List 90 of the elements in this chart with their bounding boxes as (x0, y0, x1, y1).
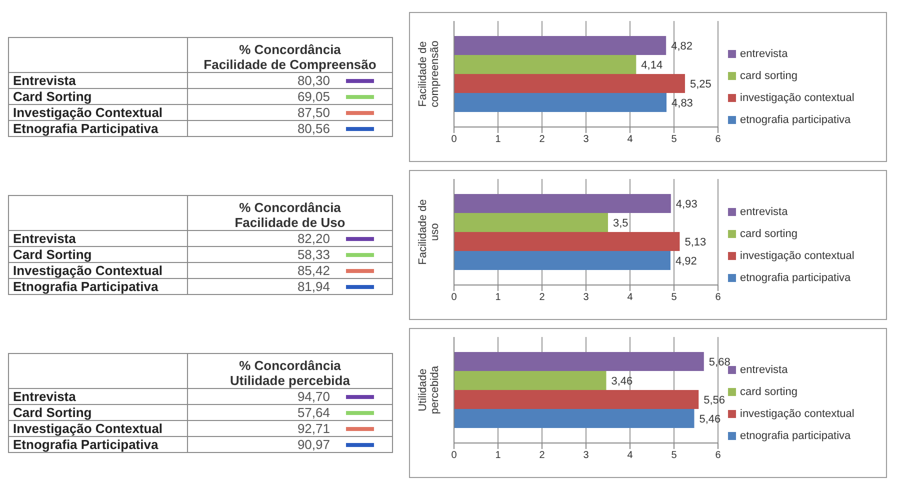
data-label: 4,92 (675, 255, 697, 268)
data-label: 5,13 (684, 236, 706, 248)
bar (454, 194, 671, 213)
legend-label: etnografia participativa (740, 430, 851, 442)
data-label: 87,50 (297, 105, 330, 120)
data-label: 4,14 (641, 59, 663, 72)
x-tick-label: 3 (583, 292, 590, 304)
text: % Concordância (238, 200, 342, 215)
legend-label: investigação contextual (740, 408, 854, 420)
legend-label: investigação contextual (740, 250, 854, 262)
x-tick-label: 0 (451, 292, 458, 304)
x-tick-label: 6 (715, 292, 722, 304)
legend-label: card sorting (740, 386, 798, 398)
text: Utilidade percebida (229, 373, 351, 388)
category-label: Investigação Contextual (8, 104, 188, 120)
y-axis-title: Utilidade percebida (417, 364, 441, 414)
x-tick-label: 2 (539, 450, 546, 462)
category-label: Card Sorting (8, 246, 188, 262)
data-label: 57,64 (297, 405, 330, 420)
legend-label: entrevista (740, 48, 788, 60)
data-label: 92,71 (297, 421, 330, 436)
x-tick-label: 1 (495, 450, 502, 462)
category-label: Investigação Contextual (8, 262, 188, 278)
x-tick-label: 0 (451, 450, 458, 462)
category-label: Investigação Contextual (8, 420, 188, 436)
data-label: 80,30 (297, 73, 330, 88)
data-label: 3,5 (613, 217, 628, 230)
text: Facilidade de Uso (234, 215, 346, 230)
data-label: 5,68 (708, 356, 730, 368)
legend-label: card sorting (740, 228, 798, 240)
data-label: 69,05 (297, 89, 330, 104)
category-label: Entrevista (8, 72, 188, 88)
category-label: Entrevista (8, 230, 188, 246)
category-label: Entrevista (8, 388, 188, 404)
x-tick-label: 6 (715, 134, 722, 146)
x-tick-label: 1 (495, 292, 502, 304)
bar (454, 251, 670, 270)
bar (454, 352, 704, 371)
legend-label: etnografia participativa (740, 272, 851, 284)
data-label: 94,70 (297, 389, 330, 404)
x-tick-label: 2 (539, 292, 546, 304)
bar (454, 36, 666, 55)
data-label: 4,93 (676, 198, 698, 210)
text: % Concordância (238, 358, 342, 373)
bar (454, 74, 685, 93)
bar (454, 232, 680, 251)
x-tick-label: 0 (451, 134, 458, 146)
legend-label: entrevista (740, 206, 788, 218)
x-tick-label: 5 (671, 134, 678, 146)
x-tick-label: 5 (671, 292, 678, 304)
legend-label: etnografia participativa (740, 114, 851, 126)
data-label: 4,82 (671, 40, 692, 52)
x-tick-label: 1 (495, 134, 502, 146)
bar (454, 213, 608, 232)
y-axis-title: Facilidade de uso (417, 199, 441, 265)
x-tick-label: 3 (583, 450, 590, 462)
bar (454, 55, 636, 74)
bar (454, 371, 606, 390)
category-label: Card Sorting (8, 88, 188, 104)
x-tick-label: 3 (583, 134, 590, 146)
bar (454, 409, 694, 428)
x-tick-label: 4 (627, 134, 634, 146)
x-tick-label: 4 (627, 450, 634, 462)
text: % Concordância (238, 42, 342, 57)
bar (454, 390, 699, 409)
x-tick-label: 2 (539, 134, 546, 146)
y-axis-title: Facilidade de compreensão (417, 40, 441, 108)
data-label: 5,46 (699, 413, 721, 426)
data-label: 5,56 (704, 394, 726, 406)
legend-label: card sorting (740, 70, 798, 82)
bar (454, 93, 667, 112)
legend-label: investigação contextual (740, 92, 854, 104)
data-label: 58,33 (297, 247, 330, 262)
data-label: 85,42 (297, 263, 330, 278)
data-label: 3,46 (611, 375, 633, 388)
legend-label: entrevista (740, 364, 788, 376)
category-label: Etnografia Participativa (8, 120, 188, 136)
x-tick-label: 6 (715, 450, 722, 462)
text: Facilidade de Compreensão (202, 57, 378, 72)
x-tick-label: 4 (627, 292, 634, 304)
data-label: 90,97 (297, 437, 330, 452)
category-label: Etnografia Participativa (8, 436, 188, 452)
data-label: 82,20 (297, 231, 330, 246)
category-label: Etnografia Participativa (8, 278, 188, 294)
data-label: 80,56 (297, 121, 330, 136)
category-label: Card Sorting (8, 404, 188, 420)
data-label: 81,94 (297, 279, 330, 294)
data-label: 5,25 (690, 78, 712, 90)
x-tick-label: 5 (671, 450, 678, 462)
data-label: 4,83 (672, 97, 693, 110)
